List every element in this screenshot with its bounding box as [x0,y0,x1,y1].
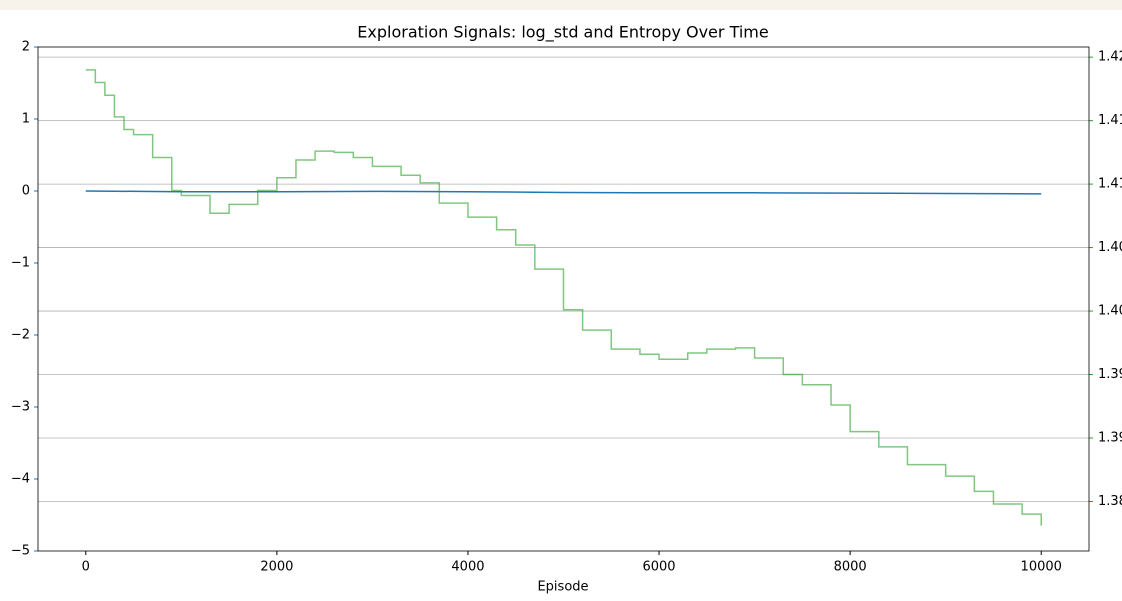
plot-frame [37,46,1090,552]
y-tick-label: 2 [22,40,30,55]
y-tick-label: 0 [22,184,30,199]
x-axis-label: Episode [537,580,588,595]
chart-title: Exploration Signals: log_std and Entropy… [357,23,768,43]
series-line [85,69,1042,526]
y2-tick-label: 1.395 [1098,367,1122,382]
y2-tick-label: 1.415 [1098,113,1122,128]
y-tick-label: 1 [22,112,30,127]
y2-tick-label: 1.400 [1098,304,1122,319]
x-tick-label: 0 [82,560,90,575]
y-tick-label: −1 [11,256,30,271]
y2-tick-label: 1.385 [1098,494,1122,509]
y2-tick-label: 1.390 [1098,431,1122,446]
top-strip [0,0,1122,10]
x-tick-label: 6000 [642,560,675,575]
y-tick-label: −5 [11,544,30,559]
x-tick-label: 10000 [1021,560,1062,575]
series-line [85,190,1042,195]
y-tick-label: −4 [11,472,30,487]
x-tick-label: 8000 [834,560,867,575]
y-tick-label: −3 [11,400,30,415]
x-tick-label: 2000 [260,560,293,575]
x-tick-label: 4000 [451,560,484,575]
y2-tick-label: 1.420 [1098,50,1122,65]
y-tick-label: −2 [11,328,30,343]
y2-tick-label: 1.405 [1098,240,1122,255]
y2-tick-label: 1.410 [1098,177,1122,192]
